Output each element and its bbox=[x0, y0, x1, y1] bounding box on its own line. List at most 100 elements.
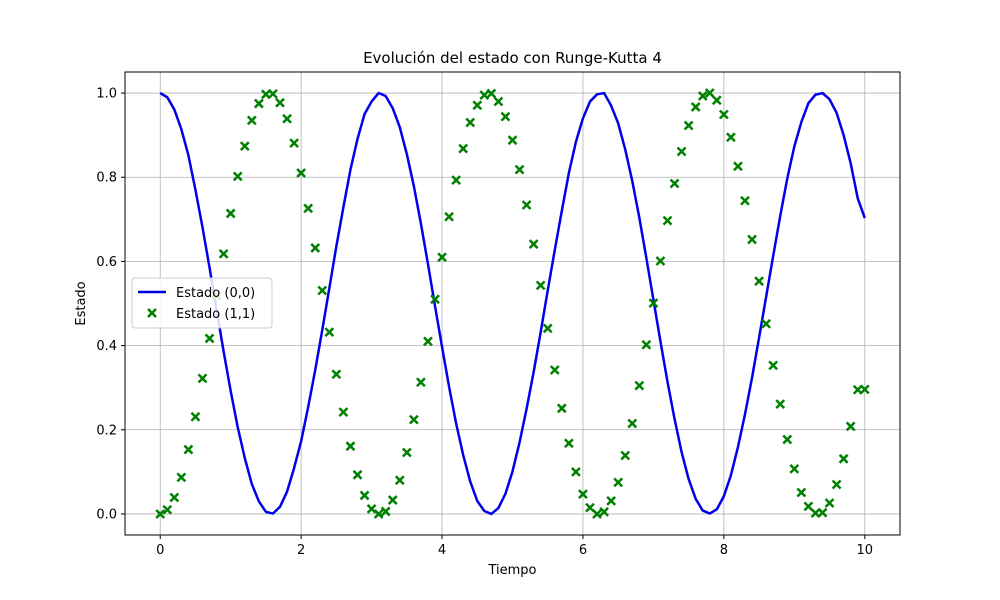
scatter-point bbox=[204, 333, 215, 344]
scatter-point bbox=[169, 492, 180, 503]
scatter-point bbox=[317, 285, 328, 296]
scatter-point bbox=[796, 487, 807, 498]
x-tick-label: 6 bbox=[579, 543, 587, 558]
y-axis: 0.0 0.2 0.4 0.6 0.8 1.0 bbox=[96, 87, 125, 522]
scatter-point bbox=[430, 294, 440, 305]
scatter-point bbox=[190, 411, 201, 422]
scatter-point bbox=[599, 506, 609, 517]
scatter-point bbox=[740, 195, 750, 206]
scatter-point bbox=[676, 146, 687, 157]
scatter-point bbox=[655, 256, 666, 266]
scatter-point bbox=[218, 248, 229, 259]
scatter-point bbox=[387, 495, 398, 505]
scatter-point bbox=[578, 489, 588, 500]
scatter-point bbox=[775, 399, 786, 409]
scatter-point bbox=[613, 477, 624, 488]
scatter-point bbox=[542, 323, 553, 334]
x-tick-label: 4 bbox=[438, 543, 446, 558]
scatter-point bbox=[627, 418, 638, 429]
scatter-point bbox=[282, 113, 292, 124]
y-axis-label: Estado bbox=[74, 281, 89, 325]
scatter-point bbox=[394, 475, 405, 486]
scatter-point bbox=[253, 98, 264, 109]
x-axis-label: Tiempo bbox=[487, 563, 536, 578]
scatter-point bbox=[845, 421, 856, 432]
legend-label-line: Estado (0,0) bbox=[176, 286, 255, 301]
scatter-point bbox=[528, 239, 539, 250]
y-tick-label: 0.8 bbox=[96, 171, 117, 186]
scatter-point bbox=[289, 138, 299, 149]
scatter-point bbox=[183, 444, 194, 455]
series-scatter-estado-1-1 bbox=[155, 88, 870, 519]
scatter-point bbox=[620, 450, 631, 461]
legend-label-scatter: Estado (1,1) bbox=[176, 307, 255, 322]
series-layer bbox=[155, 88, 870, 519]
scatter-point bbox=[176, 472, 187, 483]
scatter-point bbox=[359, 490, 370, 501]
scatter-point bbox=[662, 215, 673, 226]
scatter-point bbox=[246, 115, 257, 126]
scatter-point bbox=[838, 453, 849, 464]
scatter-point bbox=[585, 502, 595, 513]
chart-title: Evolución del estado con Runge-Kutta 4 bbox=[363, 49, 662, 67]
scatter-point bbox=[197, 373, 208, 384]
y-tick-label: 0.2 bbox=[96, 423, 117, 438]
scatter-point bbox=[535, 280, 546, 291]
scatter-point bbox=[831, 479, 842, 490]
scatter-point bbox=[514, 164, 525, 175]
scatter-point bbox=[500, 111, 511, 122]
scatter-point bbox=[556, 403, 567, 414]
y-tick-label: 0.0 bbox=[96, 507, 117, 522]
scatter-point bbox=[768, 360, 779, 371]
scatter-point bbox=[268, 89, 278, 99]
scatter-point bbox=[345, 441, 356, 452]
scatter-point bbox=[718, 109, 729, 120]
scatter-point bbox=[232, 171, 243, 182]
scatter-point bbox=[697, 91, 708, 101]
scatter-point bbox=[747, 234, 757, 245]
scatter-point bbox=[493, 96, 504, 107]
x-tick-label: 2 bbox=[297, 543, 305, 558]
scatter-point bbox=[704, 88, 715, 98]
legend: Estado (0,0) Estado (1,1) bbox=[131, 277, 273, 329]
x-tick-label: 0 bbox=[156, 543, 164, 558]
scatter-point bbox=[423, 336, 433, 347]
scatter-point bbox=[366, 504, 377, 514]
scatter-point bbox=[726, 132, 736, 143]
scatter-point bbox=[444, 211, 454, 222]
scatter-point bbox=[451, 175, 462, 186]
y-tick-label: 0.6 bbox=[96, 255, 117, 270]
x-tick-label: 8 bbox=[720, 543, 728, 558]
scatter-point bbox=[352, 469, 363, 480]
scatter-point bbox=[162, 504, 173, 515]
scatter-point bbox=[782, 434, 793, 445]
grid bbox=[125, 72, 900, 535]
plot-frame bbox=[124, 71, 901, 536]
x-axis: 0 2 4 6 8 10 bbox=[156, 535, 873, 558]
x-tick-label: 10 bbox=[856, 543, 873, 558]
scatter-point bbox=[754, 276, 764, 287]
scatter-point bbox=[465, 117, 476, 128]
scatter-point bbox=[733, 161, 743, 172]
scatter-point bbox=[275, 97, 285, 108]
y-tick-label: 1.0 bbox=[96, 87, 117, 102]
scatter-point bbox=[606, 496, 617, 506]
scatter-point bbox=[458, 143, 469, 154]
scatter-point bbox=[648, 298, 659, 308]
legend-swatch-marker bbox=[147, 308, 157, 318]
scatter-point bbox=[479, 90, 490, 101]
scatter-point bbox=[859, 384, 870, 395]
scatter-point bbox=[669, 178, 680, 189]
scatter-point bbox=[634, 380, 645, 391]
scatter-point bbox=[303, 203, 314, 214]
series-line-estado-0-0 bbox=[159, 91, 866, 516]
scatter-point bbox=[408, 414, 419, 425]
y-tick-label: 0.4 bbox=[96, 339, 117, 354]
scatter-point bbox=[824, 498, 835, 508]
scatter-point bbox=[373, 509, 384, 519]
scatter-point bbox=[155, 509, 166, 519]
legend-box bbox=[131, 277, 273, 329]
scatter-point bbox=[803, 501, 814, 512]
scatter-point bbox=[239, 141, 250, 151]
